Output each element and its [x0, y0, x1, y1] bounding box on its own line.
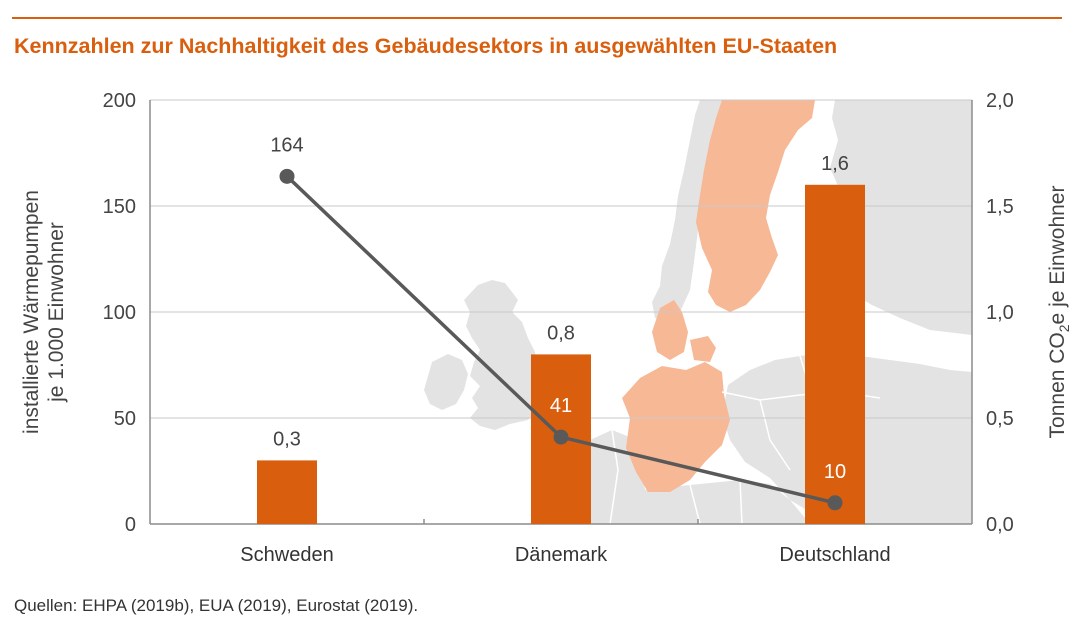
- x-tick-label: Dänemark: [515, 544, 608, 566]
- y-tick-left-label: 200: [103, 90, 136, 112]
- bar: [257, 460, 317, 524]
- y-axis-right-label: Tonnen CO2e je Einwohner: [1046, 186, 1072, 439]
- line-point: [279, 168, 295, 184]
- y-tick-right-label: 2,0: [986, 90, 1014, 112]
- y-axis-left-label-line1: installierte Wärmepumpen: [20, 190, 43, 434]
- y-tick-right-label: 0,5: [986, 408, 1014, 430]
- y-axis-left-label-line2: je 1.000 Einwohner: [45, 222, 68, 403]
- y-tick-right-label: 1,0: [986, 302, 1014, 324]
- title-rule: [12, 17, 1062, 19]
- bar-value-label: 0,3: [273, 428, 301, 450]
- line-series: [279, 168, 843, 511]
- chart-title: Kennzahlen zur Nachhaltigkeit des Gebäud…: [14, 34, 838, 58]
- line-value-label: 10: [824, 461, 846, 483]
- map-finland: [830, 100, 972, 335]
- bar-value-label: 1,6: [821, 153, 849, 175]
- bar-value-label: 0,8: [547, 322, 575, 344]
- line-point: [553, 429, 569, 445]
- map-ireland: [424, 354, 468, 410]
- y-tick-left-label: 0: [125, 514, 136, 536]
- x-tick-label: Deutschland: [779, 544, 890, 566]
- x-tick-label: Schweden: [240, 544, 333, 566]
- line-point: [827, 495, 843, 511]
- map-alps: [640, 480, 810, 524]
- map-denmark: [652, 300, 688, 360]
- y-tick-left-label: 100: [103, 302, 136, 324]
- map-denmark-islands: [690, 336, 716, 362]
- y-tick-right-label: 0,0: [986, 514, 1014, 536]
- bar: [805, 184, 865, 525]
- data-labels: 0,3 0,8 1,6 164 41 10: [270, 134, 849, 482]
- map-great-britain: [464, 280, 548, 430]
- y-tick-left-label: 150: [103, 196, 136, 218]
- line-value-label: 41: [550, 395, 572, 417]
- y-tick-left-label: 50: [114, 408, 136, 430]
- map-norway: [652, 100, 722, 322]
- line-value-label: 164: [270, 134, 303, 156]
- y-tick-right-label: 1,5: [986, 196, 1014, 218]
- source-note: Quellen: EHPA (2019b), EUA (2019), Euros…: [14, 596, 419, 615]
